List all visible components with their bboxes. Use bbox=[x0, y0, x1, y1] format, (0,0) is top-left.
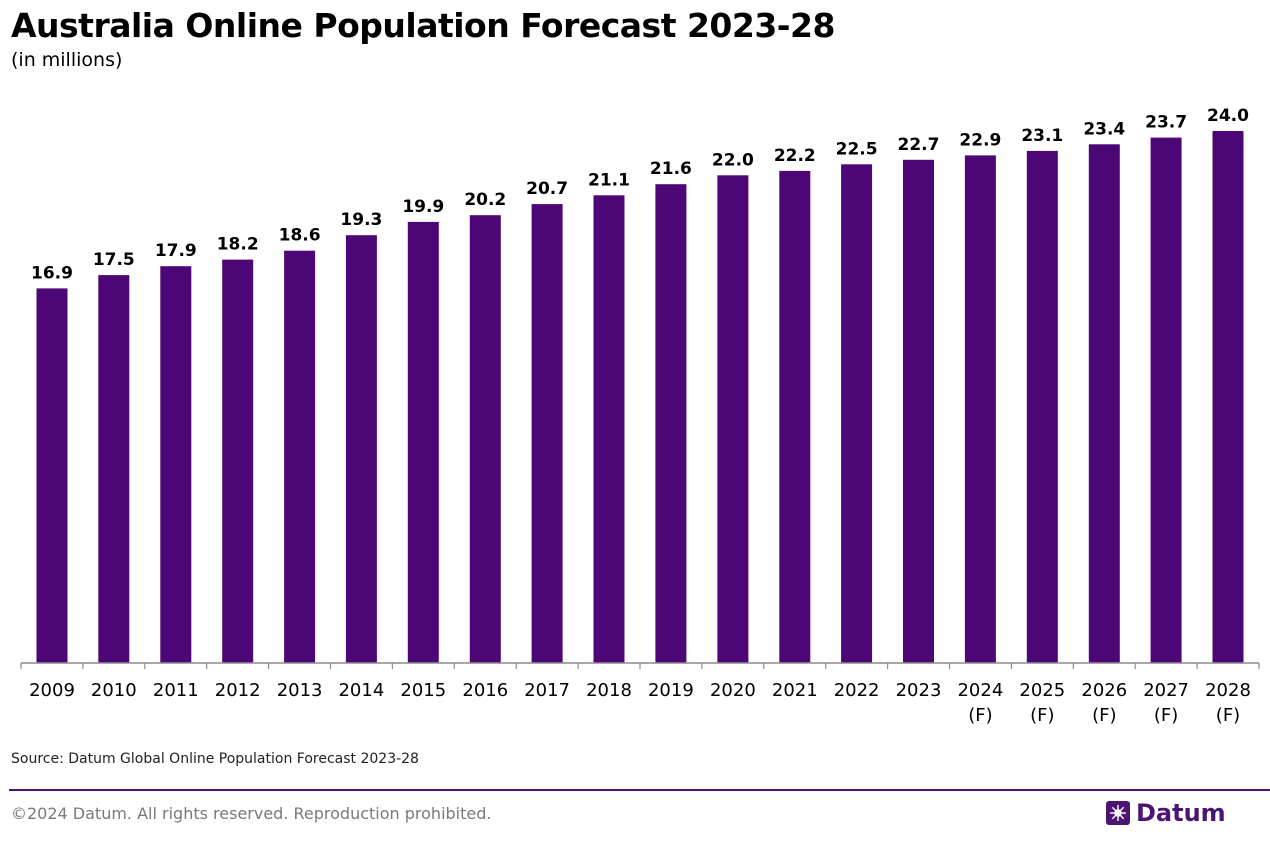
bar-6 bbox=[407, 221, 439, 663]
value-label-18: 23.7 bbox=[1145, 113, 1187, 133]
tick-label-16: 2025 (F) bbox=[1019, 680, 1065, 726]
value-label-3: 18.2 bbox=[217, 235, 259, 255]
bar-12 bbox=[779, 170, 811, 663]
bar-17 bbox=[1088, 144, 1120, 664]
tick-label-17: 2026 (F) bbox=[1081, 680, 1127, 726]
value-labels-group: 16.9 17.5 17.9 18.2 18.6 19.3 19.9 20.2 20.7 21.1… bbox=[31, 106, 1249, 283]
bar-1 bbox=[98, 275, 130, 663]
footer-divider bbox=[9, 789, 1270, 791]
bar-13 bbox=[841, 164, 873, 664]
value-label-10: 21.6 bbox=[650, 159, 692, 179]
tick-label-9: 2018 bbox=[586, 680, 632, 701]
tick-label-8: 2017 bbox=[524, 680, 570, 701]
bar-11 bbox=[717, 175, 749, 664]
bar-9 bbox=[593, 195, 625, 664]
tick-label-2: 2011 bbox=[153, 680, 199, 701]
value-label-17: 23.4 bbox=[1083, 119, 1125, 139]
bar-4 bbox=[284, 250, 316, 663]
source-note: Source: Datum Global Online Population F… bbox=[11, 751, 419, 767]
bar-15 bbox=[964, 155, 996, 663]
tick-label-7: 2016 bbox=[462, 680, 508, 701]
bar-7 bbox=[469, 215, 501, 663]
tick-label-5: 2014 bbox=[338, 680, 384, 701]
tick-label-3: 2012 bbox=[215, 680, 261, 701]
tick-label-14: 2023 bbox=[896, 680, 942, 701]
value-label-6: 19.9 bbox=[402, 197, 444, 217]
bar-8 bbox=[531, 204, 563, 663]
value-label-2: 17.9 bbox=[155, 241, 197, 261]
brand-logo: Datum bbox=[1106, 799, 1226, 827]
bars-group bbox=[36, 131, 1244, 664]
value-label-4: 18.6 bbox=[279, 226, 321, 246]
datum-star-icon bbox=[1106, 801, 1130, 825]
bar-2 bbox=[160, 266, 192, 663]
bar-16 bbox=[1026, 150, 1058, 663]
bar-5 bbox=[345, 235, 377, 663]
bar-chart: 16.9 17.5 17.9 18.2 18.6 19.3 19.9 20.2 20.7 21.1… bbox=[20, 106, 1260, 726]
copyright-text: ©2024 Datum. All rights reserved. Reprod… bbox=[11, 804, 492, 823]
brand-name: Datum bbox=[1136, 799, 1226, 827]
value-label-11: 22.0 bbox=[712, 150, 754, 170]
tick-label-6: 2015 bbox=[400, 680, 446, 701]
value-label-13: 22.5 bbox=[836, 139, 878, 159]
value-label-1: 17.5 bbox=[93, 250, 135, 270]
value-label-15: 22.9 bbox=[959, 130, 1001, 150]
value-label-7: 20.2 bbox=[464, 190, 506, 210]
value-label-8: 20.7 bbox=[526, 179, 568, 199]
value-label-9: 21.1 bbox=[588, 170, 630, 190]
bar-0 bbox=[36, 288, 68, 663]
bar-14 bbox=[903, 159, 934, 664]
value-label-12: 22.2 bbox=[774, 146, 816, 166]
tick-label-10: 2019 bbox=[648, 680, 694, 701]
value-label-0: 16.9 bbox=[31, 263, 73, 283]
bar-3 bbox=[222, 259, 254, 663]
bar-10 bbox=[655, 184, 687, 663]
value-label-19: 24.0 bbox=[1207, 106, 1249, 126]
tick-label-13: 2022 bbox=[834, 680, 880, 701]
bar-19 bbox=[1212, 131, 1244, 663]
value-label-16: 23.1 bbox=[1021, 126, 1063, 146]
chart-title: Australia Online Population Forecast 202… bbox=[11, 6, 835, 45]
x-axis: 2009 2010 2011 2012 2013 2014 2015 2016 2017 2018… bbox=[20, 662, 1260, 726]
value-label-5: 19.3 bbox=[340, 210, 382, 230]
tick-label-19: 2028 (F) bbox=[1205, 680, 1251, 726]
tick-label-15: 2024 (F) bbox=[957, 680, 1003, 726]
value-label-14: 22.7 bbox=[898, 135, 940, 155]
tick-label-12: 2021 bbox=[772, 680, 818, 701]
bar-18 bbox=[1150, 137, 1182, 664]
tick-label-0: 2009 bbox=[29, 680, 75, 701]
tick-label-11: 2020 bbox=[710, 680, 756, 701]
tick-label-1: 2010 bbox=[91, 680, 137, 701]
tick-label-18: 2027 (F) bbox=[1143, 680, 1189, 726]
chart-subtitle: (in millions) bbox=[11, 49, 123, 71]
tick-label-4: 2013 bbox=[277, 680, 323, 701]
